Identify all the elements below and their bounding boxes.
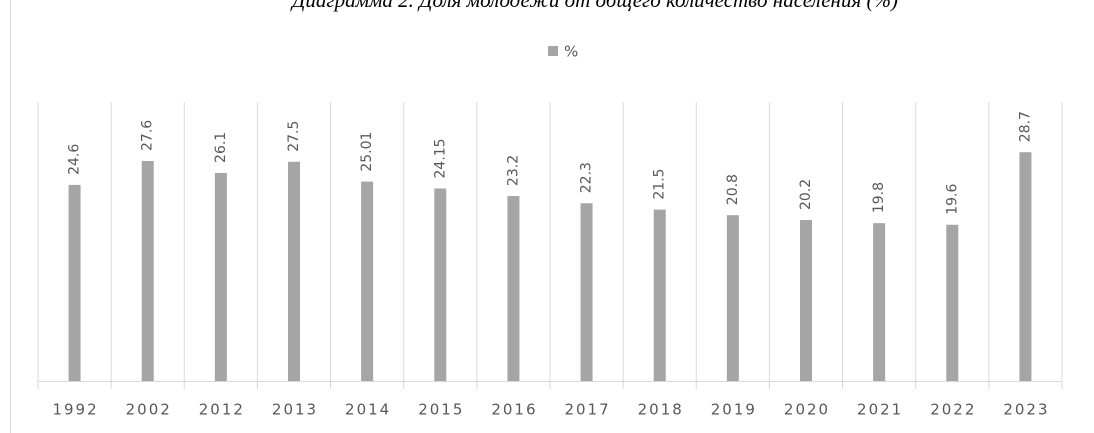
data-label: 19.6 bbox=[944, 183, 960, 214]
data-label: 21.5 bbox=[652, 168, 668, 199]
x-tick-label: 2014 bbox=[345, 401, 391, 419]
data-label: 20.2 bbox=[798, 179, 814, 210]
x-tick-label: 2019 bbox=[711, 401, 757, 419]
bar bbox=[726, 215, 739, 381]
data-label: 26.1 bbox=[213, 132, 229, 163]
bar bbox=[580, 203, 593, 381]
data-label: 22.3 bbox=[579, 162, 595, 193]
x-tick-label: 2023 bbox=[1003, 401, 1049, 419]
bar bbox=[361, 181, 374, 381]
bar bbox=[653, 209, 666, 381]
bar bbox=[288, 161, 300, 381]
x-tick-label: 2013 bbox=[272, 401, 318, 419]
x-tick-label: 1992 bbox=[52, 401, 98, 419]
data-label: 24.6 bbox=[67, 144, 83, 175]
chart-title: Диаграмма 2. Доля молодежи от общего кол… bbox=[290, 0, 898, 12]
x-tick-label: 2016 bbox=[491, 401, 537, 419]
x-tick-label: 2012 bbox=[199, 401, 245, 419]
bar bbox=[873, 223, 886, 381]
data-label: 28.7 bbox=[1017, 111, 1033, 142]
bar bbox=[214, 172, 227, 381]
data-label: 25.01 bbox=[359, 132, 375, 172]
data-label: 27.6 bbox=[140, 120, 156, 151]
x-tick-label: 2022 bbox=[930, 401, 976, 419]
x-tick-label: 2015 bbox=[418, 401, 464, 419]
x-tick-label: 2021 bbox=[857, 401, 903, 419]
data-label: 19.8 bbox=[871, 182, 887, 213]
x-tick-label: 2017 bbox=[564, 401, 610, 419]
bar bbox=[68, 184, 81, 381]
data-label: 23.2 bbox=[505, 155, 521, 186]
bar bbox=[507, 196, 520, 381]
bar bbox=[800, 219, 812, 381]
legend-label: % bbox=[564, 43, 578, 61]
bar bbox=[946, 224, 959, 381]
data-label: 27.5 bbox=[286, 121, 302, 152]
bar bbox=[1019, 152, 1032, 381]
bar bbox=[434, 188, 447, 381]
legend-swatch bbox=[548, 46, 558, 56]
data-label: 24.15 bbox=[432, 138, 448, 178]
x-tick-label: 2020 bbox=[784, 401, 830, 419]
bar bbox=[141, 160, 154, 381]
data-label: 20.8 bbox=[725, 174, 741, 205]
x-tick-label: 2018 bbox=[638, 401, 684, 419]
x-tick-label: 2002 bbox=[126, 401, 172, 419]
